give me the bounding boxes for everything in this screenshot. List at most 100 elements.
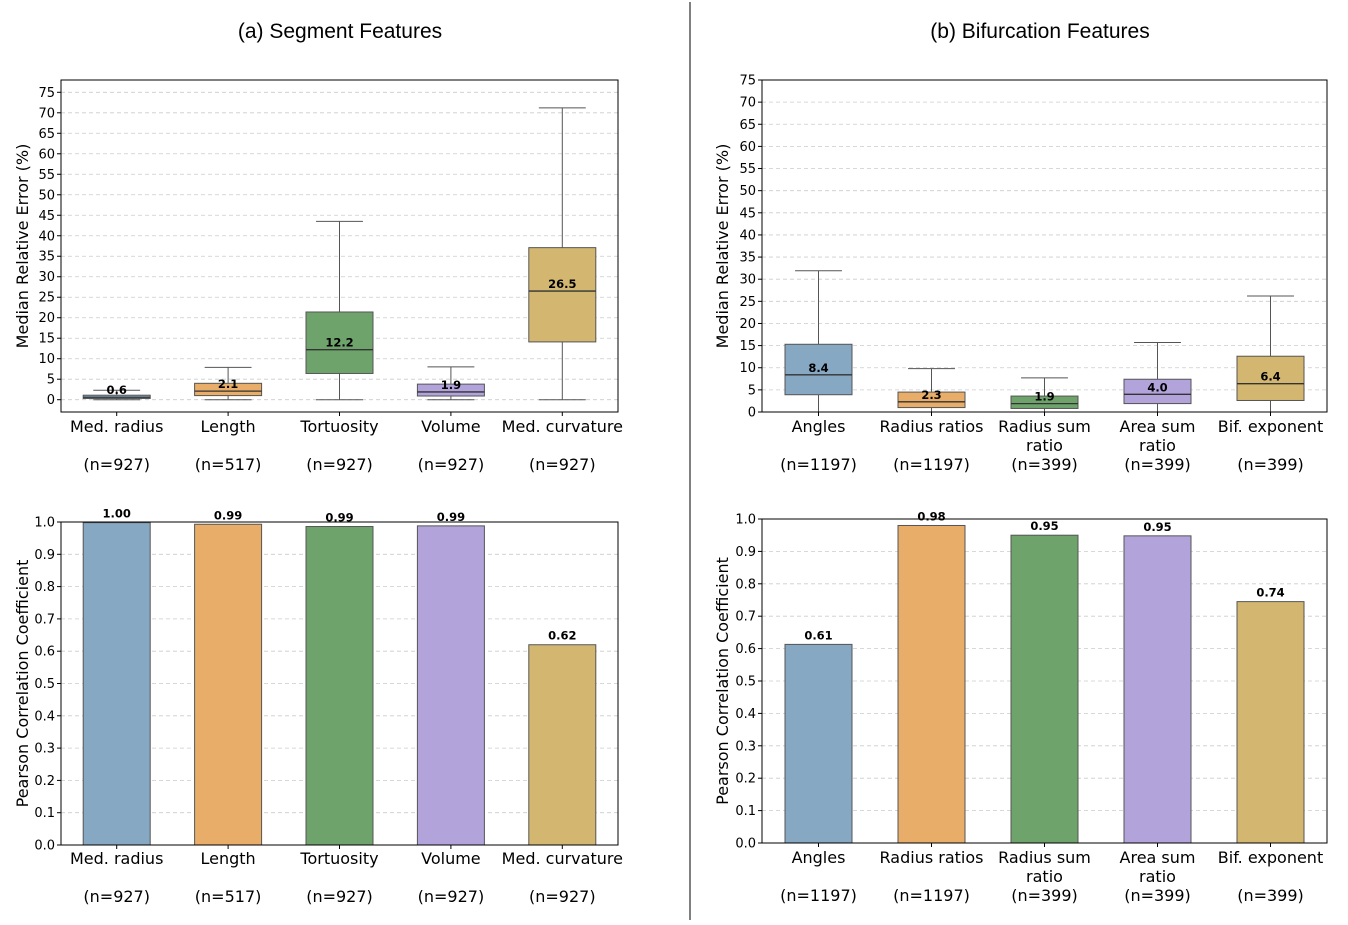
bar-value-label: 0.99 bbox=[325, 511, 353, 525]
y-tick-label: 0.5 bbox=[735, 675, 756, 690]
y-tick-label: 0.0 bbox=[34, 839, 55, 854]
y-tick-label: 0.8 bbox=[735, 577, 756, 592]
sample-count-label: (n=517) bbox=[195, 455, 262, 474]
x-tick-label-line: Med. radius bbox=[70, 417, 163, 436]
y-tick-label: 70 bbox=[739, 96, 756, 111]
y-axis-label: Median Relative Error (%) bbox=[713, 144, 732, 349]
x-tick-label-line: Tortuosity bbox=[299, 849, 378, 868]
bar bbox=[1010, 534, 1079, 844]
bar bbox=[897, 524, 966, 844]
median-value-label: 1.9 bbox=[1034, 390, 1054, 404]
sample-count-label: (n=1197) bbox=[780, 455, 857, 474]
bar-value-label: 0.99 bbox=[437, 510, 465, 524]
x-tick-label: Tortuosity bbox=[299, 417, 378, 436]
chart-segment-correlation-bar: 0.0 0.1 0.2 0.3 0.4 0.5 0.6 0.7 0.8 0.9 1.0 Pearson… bbox=[13, 507, 623, 906]
x-tick-label: Med. radius bbox=[70, 417, 163, 436]
chart-bifurcation-correlation-bar: 0.0 0.1 0.2 0.3 0.4 0.5 0.6 0.7 0.8 0.9 1.0 Pearson… bbox=[713, 509, 1328, 905]
x-tick-label-line: Bif. exponent bbox=[1218, 848, 1323, 867]
y-tick-label: 0.6 bbox=[735, 642, 756, 657]
bar bbox=[194, 523, 263, 846]
y-tick-label: 35 bbox=[38, 250, 55, 265]
x-tick-label-line: Radius sum bbox=[998, 417, 1091, 436]
x-tick-label-line: ratio bbox=[1026, 436, 1063, 455]
y-tick-label: 0.9 bbox=[34, 548, 55, 563]
bar bbox=[528, 644, 597, 846]
bar-value-label: 0.61 bbox=[804, 628, 832, 642]
title-bifurcation-features: (b) Bifurcation Features bbox=[930, 20, 1149, 43]
box bbox=[416, 383, 485, 397]
y-tick-label: 0.3 bbox=[735, 739, 756, 754]
y-tick-label: 65 bbox=[38, 127, 55, 142]
x-tick-label: Bif. exponent bbox=[1218, 417, 1323, 436]
x-tick-label-line: ratio bbox=[1139, 436, 1176, 455]
x-tick-label: Radius ratios bbox=[880, 417, 984, 436]
x-tick-label-line: Volume bbox=[421, 849, 481, 868]
y-tick-label: 70 bbox=[38, 106, 55, 121]
y-tick-label: 1.0 bbox=[34, 516, 55, 531]
sample-count-label: (n=1197) bbox=[893, 886, 970, 905]
y-tick-label: 55 bbox=[38, 168, 55, 183]
x-tick-label: Tortuosity bbox=[299, 849, 378, 868]
box bbox=[897, 391, 966, 409]
bar bbox=[1123, 535, 1192, 844]
plot-frame bbox=[761, 518, 1328, 844]
y-tick-label: 15 bbox=[739, 339, 756, 354]
median-value-label: 8.4 bbox=[808, 361, 828, 375]
x-tick-label: Angles bbox=[792, 417, 846, 436]
box bbox=[1236, 355, 1305, 401]
title-segment-features: (a) Segment Features bbox=[238, 20, 442, 43]
x-tick-label: Volume bbox=[421, 849, 481, 868]
sample-count-label: (n=927) bbox=[83, 455, 150, 474]
bar bbox=[416, 525, 485, 846]
y-tick-label: 0.7 bbox=[34, 612, 55, 627]
y-tick-label: 45 bbox=[739, 206, 756, 221]
plot-frame bbox=[60, 521, 619, 846]
chart-bifurcation-error-box: 0 5 10 15 20 25 30 35 40 45 50 55 60 65 70 75 Median Rel… bbox=[713, 74, 1328, 474]
y-tick-label: 75 bbox=[739, 74, 756, 89]
y-tick-label: 0.9 bbox=[735, 545, 756, 560]
bar bbox=[784, 643, 853, 844]
x-tick-label-line: ratio bbox=[1026, 867, 1063, 886]
bar-value-label: 0.95 bbox=[1030, 519, 1058, 533]
y-tick-label: 0.8 bbox=[34, 580, 55, 595]
y-tick-label: 30 bbox=[739, 273, 756, 288]
y-tick-label: 5 bbox=[748, 383, 756, 398]
sample-count-label: (n=927) bbox=[306, 455, 373, 474]
sample-count-label: (n=399) bbox=[1237, 886, 1304, 905]
y-tick-label: 0.0 bbox=[735, 837, 756, 852]
x-tick-label-line: Med. curvature bbox=[502, 417, 623, 436]
x-tick-label: Length bbox=[201, 849, 256, 868]
y-tick-label: 0.1 bbox=[34, 806, 55, 821]
box bbox=[1123, 378, 1192, 405]
median-value-label: 1.9 bbox=[441, 378, 461, 392]
bar bbox=[305, 526, 374, 846]
bar-value-label: 0.98 bbox=[917, 509, 945, 523]
y-tick-label: 1.0 bbox=[735, 513, 756, 528]
sample-count-label: (n=399) bbox=[1124, 886, 1191, 905]
sample-count-label: (n=927) bbox=[529, 455, 596, 474]
y-tick-label: 20 bbox=[38, 311, 55, 326]
y-tick-label: 60 bbox=[739, 140, 756, 155]
chart-segment-error-box: 0 5 10 15 20 25 30 35 40 45 50 55 60 65 70 75 Median Rel… bbox=[13, 79, 623, 474]
y-tick-label: 25 bbox=[38, 291, 55, 306]
x-tick-label: Area sum ratio bbox=[1120, 417, 1196, 455]
y-tick-label: 30 bbox=[38, 270, 55, 285]
bar bbox=[1236, 601, 1305, 844]
y-tick-label: 65 bbox=[739, 118, 756, 133]
plot-frame bbox=[761, 79, 1328, 413]
y-tick-label: 0.7 bbox=[735, 610, 756, 625]
x-tick-label-line: Length bbox=[201, 417, 256, 436]
y-axis-label: Pearson Correlation Coefficient bbox=[13, 560, 32, 808]
sample-count-label: (n=399) bbox=[1124, 455, 1191, 474]
y-tick-label: 40 bbox=[38, 229, 55, 244]
x-tick-label-line: Med. curvature bbox=[502, 849, 623, 868]
median-value-label: 2.1 bbox=[218, 377, 238, 391]
x-tick-label-line: Radius sum bbox=[998, 848, 1091, 867]
x-tick-label-line: Med. radius bbox=[70, 849, 163, 868]
x-tick-label-line: Angles bbox=[792, 417, 846, 436]
sample-count-label: (n=399) bbox=[1011, 886, 1078, 905]
x-tick-label: Length bbox=[201, 417, 256, 436]
y-tick-label: 35 bbox=[739, 251, 756, 266]
median-value-label: 0.6 bbox=[107, 383, 127, 397]
